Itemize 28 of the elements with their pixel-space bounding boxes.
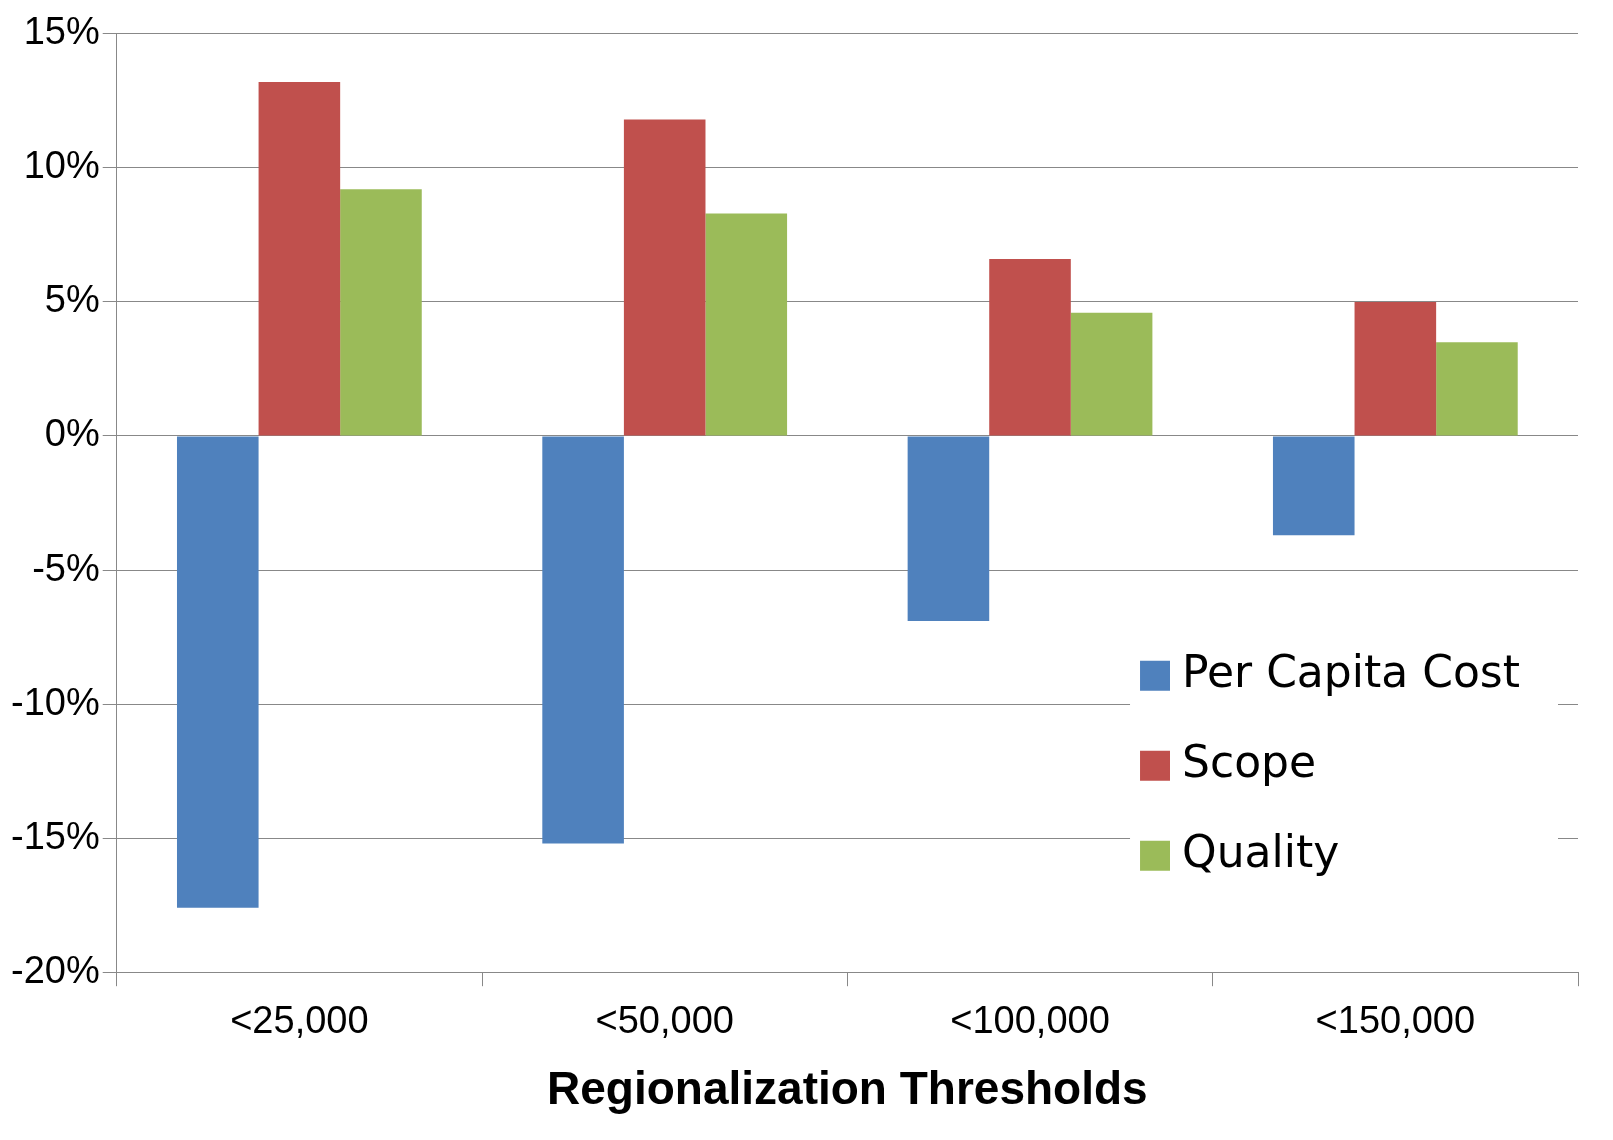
bar xyxy=(176,436,259,908)
bar xyxy=(907,436,990,621)
y-tick-label: -10% xyxy=(10,680,100,723)
bar xyxy=(1436,342,1518,436)
bar xyxy=(623,119,706,436)
legend-label: Quality xyxy=(1182,826,1340,878)
bar xyxy=(340,189,422,436)
bar xyxy=(989,259,1071,436)
bar xyxy=(1272,436,1355,536)
y-tick-label: -20% xyxy=(10,948,100,991)
bar xyxy=(705,213,788,436)
y-tick-label: 15% xyxy=(23,10,100,53)
x-tick-label: <50,000 xyxy=(595,999,734,1042)
x-tick-label: <100,000 xyxy=(950,999,1110,1042)
legend-label: Scope xyxy=(1182,736,1317,788)
bar xyxy=(1354,301,1437,436)
y-tick-label: 10% xyxy=(23,144,100,187)
y-tick-label: -5% xyxy=(32,546,100,589)
y-tick-label: 0% xyxy=(44,412,100,455)
x-tick-label: <150,000 xyxy=(1315,999,1476,1042)
y-tick-label: -15% xyxy=(10,814,100,857)
bar xyxy=(258,82,341,436)
legend-label: Per Capita Cost xyxy=(1182,646,1521,698)
y-tick-label: 5% xyxy=(44,278,100,321)
bar xyxy=(1070,312,1153,436)
x-axis-title: Regionalization Thresholds xyxy=(547,1062,1148,1115)
bar xyxy=(542,436,624,844)
x-tick-label: <25,000 xyxy=(230,999,369,1042)
